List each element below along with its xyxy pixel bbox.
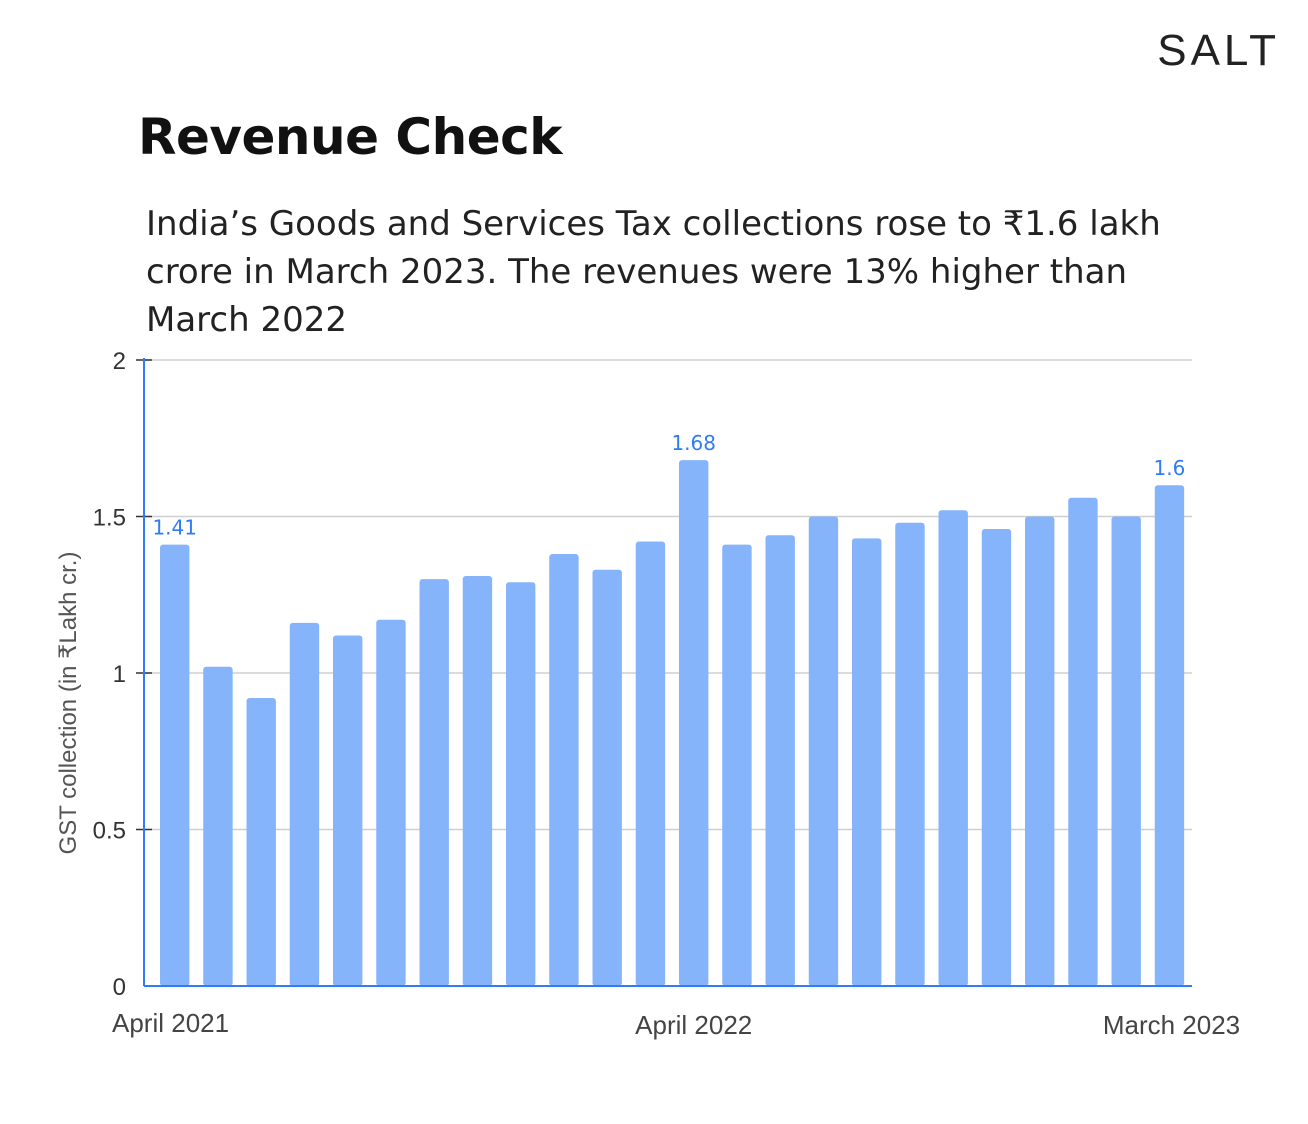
- bar: [1154, 485, 1185, 986]
- y-tick-label: 1: [113, 661, 126, 688]
- y-tick-label: 1.5: [93, 505, 126, 532]
- bar: [981, 529, 1012, 986]
- bar: [289, 622, 320, 986]
- x-tick-label: April 2022: [635, 1010, 752, 1040]
- data-label: 1.68: [671, 431, 716, 455]
- bar: [1025, 516, 1055, 986]
- y-tick-label: 0.5: [93, 818, 126, 845]
- brand-logo: SALT: [1157, 26, 1280, 75]
- y-axis-title: GST collection (in ₹Lakh cr.): [55, 552, 82, 855]
- x-tick-label: March 2023: [1103, 1010, 1240, 1040]
- bar: [462, 575, 493, 986]
- page-title: Revenue Check: [138, 108, 563, 166]
- bar: [246, 698, 276, 986]
- data-label: 1.41: [152, 516, 197, 540]
- bar: [549, 554, 579, 986]
- bar: [852, 538, 882, 986]
- x-tick-label: April 2021: [112, 1008, 229, 1038]
- bar: [938, 510, 968, 986]
- bar: [160, 544, 190, 986]
- y-tick-label: 2: [113, 348, 126, 375]
- bar: [419, 579, 449, 986]
- bar: [635, 541, 666, 986]
- bar: [895, 522, 925, 986]
- y-tick-label: 0: [113, 974, 126, 1001]
- bar: [679, 460, 709, 986]
- page-subtitle: India’s Goods and Services Tax collectio…: [146, 204, 1161, 340]
- bar: [808, 516, 839, 986]
- bar: [333, 635, 363, 986]
- bar: [592, 569, 622, 986]
- bar: [765, 535, 795, 986]
- bar: [203, 666, 233, 986]
- bar: [376, 619, 406, 986]
- data-label: 1.6: [1154, 456, 1186, 480]
- bar: [722, 544, 752, 986]
- bar: [1068, 497, 1098, 986]
- bar: [1111, 516, 1141, 986]
- bar: [506, 582, 536, 986]
